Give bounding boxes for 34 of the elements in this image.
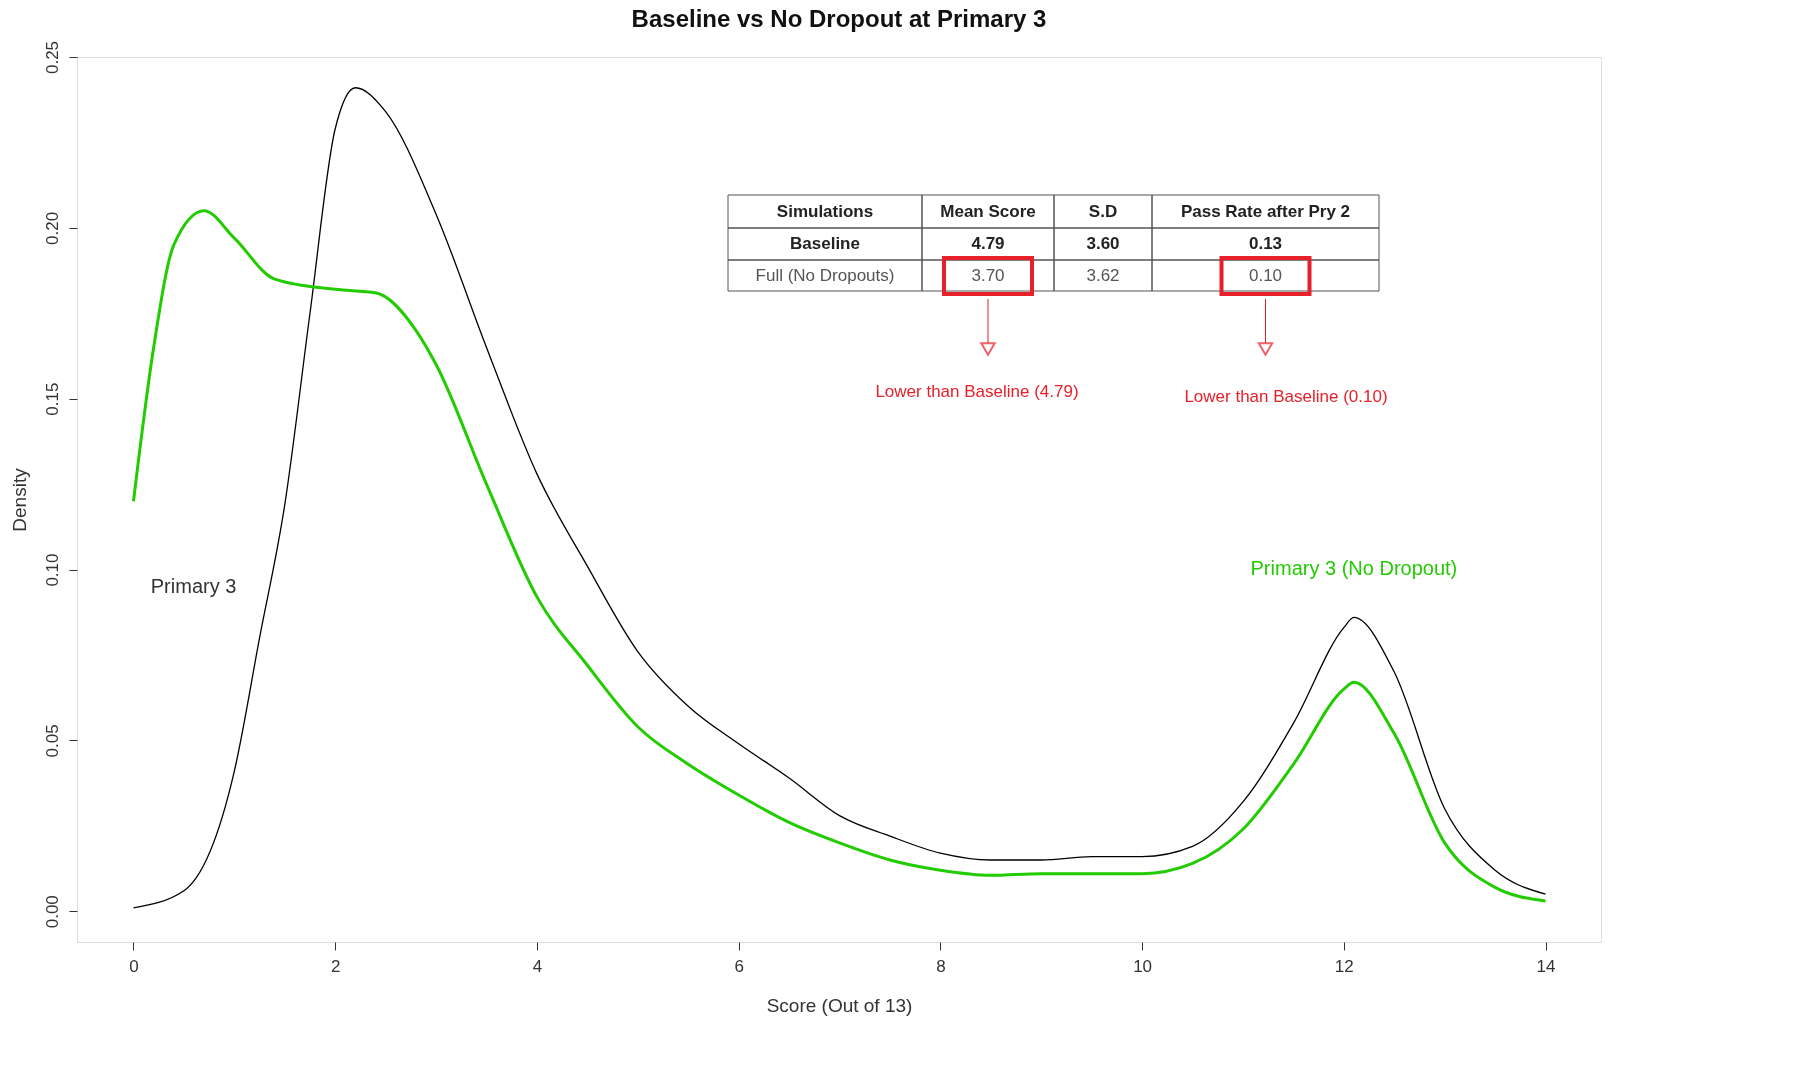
y-tick-label: 0.05: [42, 724, 62, 758]
y-tick-label: 0.25: [42, 40, 62, 75]
y-axis-title: Density: [8, 467, 30, 532]
annotation: Full (No Dropouts): [755, 265, 895, 285]
y-tick-label: 0.15: [42, 382, 62, 416]
x-tick-label: 10: [1133, 956, 1153, 976]
annotation: Pass Rate after Pry 2: [1180, 201, 1351, 221]
line-series: [132, 87, 1547, 909]
series-label: Primary 3: [150, 574, 237, 597]
x-tick-label: 4: [532, 956, 543, 976]
text: Primary 3 (No Dropout): [1250, 557, 1458, 580]
annotation: Simulations: [776, 201, 874, 221]
x-tick-label: 6: [734, 956, 744, 976]
x-tick-label: 14: [1536, 956, 1556, 976]
annotation: Mean Score: [940, 201, 1036, 221]
y-tick-label: 0.20: [42, 211, 62, 245]
x-tick-label: 0: [129, 956, 139, 976]
annotation: 3.70: [971, 265, 1005, 285]
x-tick-label: 12: [1334, 956, 1354, 976]
x-axis-title: Score (Out of 13): [766, 994, 913, 1016]
chart-title: Baseline vs No Dropout at Primary 3: [631, 5, 1047, 33]
annotation: 0.10: [1248, 265, 1283, 285]
x-tick-label: 2: [330, 956, 341, 976]
annotation: 4.79: [971, 234, 1005, 253]
annotation: 3.62: [1086, 265, 1120, 285]
annotation: Baseline: [790, 234, 860, 253]
annotation: Lower than Baseline (4.79): [875, 382, 1079, 401]
annotation: 3.60: [1086, 234, 1120, 253]
y-tick-label: 0.00: [42, 895, 62, 929]
annotation: Lower than Baseline (0.10): [1184, 387, 1388, 406]
y-tick-label: 0.10: [42, 553, 62, 587]
x-tick-label: 8: [936, 956, 946, 976]
annotation: S.D: [1088, 201, 1118, 221]
annotation: 0.13: [1248, 234, 1283, 253]
